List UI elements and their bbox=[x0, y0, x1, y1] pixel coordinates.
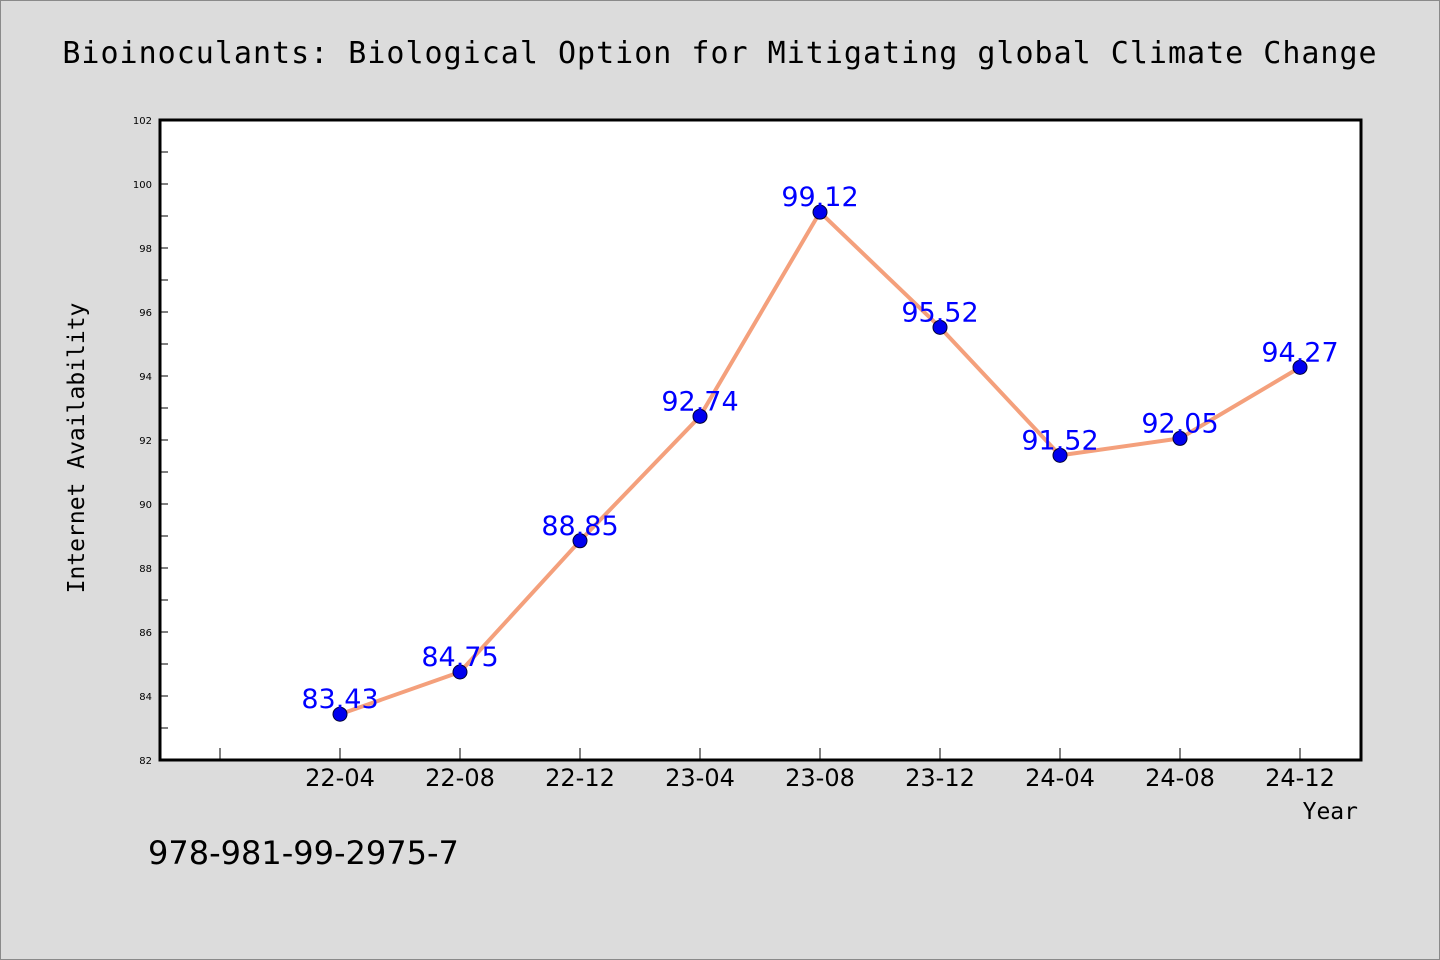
data-point bbox=[692, 408, 708, 424]
chart-title: Bioinoculants: Biological Option for Mit… bbox=[62, 36, 1377, 71]
data-point bbox=[1052, 447, 1068, 463]
y-tick-label: 98 bbox=[139, 244, 152, 255]
data-label: 83.43 bbox=[301, 684, 378, 715]
x-tick-label: 23-08 bbox=[785, 764, 855, 792]
y-tick-label: 90 bbox=[139, 500, 152, 511]
y-axis-label: Internet Availability bbox=[64, 303, 90, 594]
data-point bbox=[452, 664, 468, 680]
y-tick-label: 86 bbox=[139, 628, 152, 639]
data-point bbox=[1172, 430, 1188, 446]
x-tick-label: 22-08 bbox=[425, 764, 495, 792]
x-tick-label: 22-12 bbox=[545, 764, 615, 792]
isbn-text: 978-981-99-2975-7 bbox=[148, 834, 459, 872]
data-point bbox=[332, 706, 348, 722]
x-tick-label: 23-12 bbox=[905, 764, 975, 792]
data-label: 84.75 bbox=[421, 642, 498, 673]
x-axis-label: Year bbox=[1303, 799, 1358, 825]
x-tick-label: 24-08 bbox=[1145, 764, 1215, 792]
y-tick-label: 102 bbox=[133, 116, 152, 127]
data-point bbox=[812, 204, 828, 220]
x-tick-label: 24-04 bbox=[1025, 764, 1095, 792]
y-tick-label: 88 bbox=[139, 564, 152, 575]
x-tick-label: 24-12 bbox=[1265, 764, 1335, 792]
y-tick-label: 96 bbox=[139, 308, 152, 319]
y-tick-label: 100 bbox=[133, 180, 152, 191]
data-point bbox=[932, 319, 948, 335]
x-tick-label: 22-04 bbox=[305, 764, 375, 792]
data-label: 99.12 bbox=[781, 182, 858, 213]
data-point bbox=[1292, 359, 1308, 375]
data-point bbox=[572, 533, 588, 549]
x-axis: 22-04 22-08 22-12 23-04 23-08 23-12 24-04 24-08… bbox=[219, 748, 1335, 792]
data-label: 91.52 bbox=[1021, 425, 1098, 456]
data-label: 92.74 bbox=[661, 386, 738, 417]
data-label: 88.85 bbox=[541, 511, 618, 542]
series-group: 83.43 84.75 88.85 92.74 99.12 95.52 91.52 92.05… bbox=[301, 182, 1339, 722]
y-tick-label: 94 bbox=[139, 372, 152, 383]
data-label: 92.05 bbox=[1141, 408, 1218, 439]
data-label: 95.52 bbox=[901, 297, 978, 328]
y-tick-label: 84 bbox=[139, 692, 152, 703]
y-tick-label: 82 bbox=[139, 756, 152, 767]
y-axis: 82 84 86 88 90 92 94 96 98 100 102 bbox=[133, 116, 168, 767]
x-tick-label: 23-04 bbox=[665, 764, 735, 792]
y-tick-label: 92 bbox=[139, 436, 152, 447]
data-label: 94.27 bbox=[1261, 337, 1338, 368]
